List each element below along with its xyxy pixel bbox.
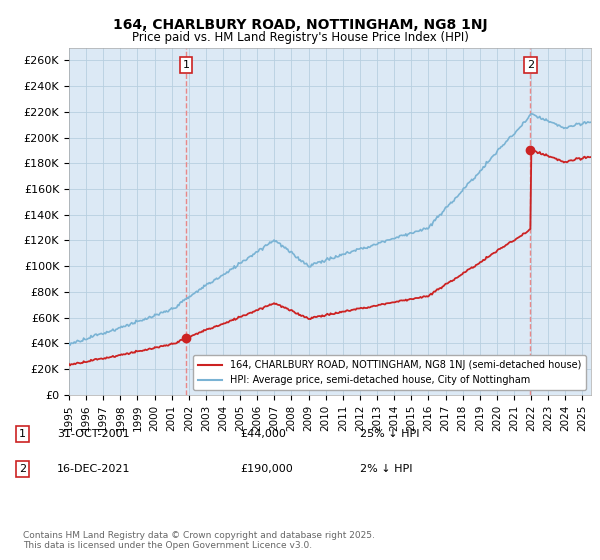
Text: 2: 2 [19, 464, 26, 474]
Text: 2: 2 [527, 60, 534, 70]
Text: Price paid vs. HM Land Registry's House Price Index (HPI): Price paid vs. HM Land Registry's House … [131, 31, 469, 44]
Text: 16-DEC-2021: 16-DEC-2021 [57, 464, 131, 474]
Text: 2% ↓ HPI: 2% ↓ HPI [360, 464, 413, 474]
Text: 1: 1 [182, 60, 190, 70]
Legend: 164, CHARLBURY ROAD, NOTTINGHAM, NG8 1NJ (semi-detached house), HPI: Average pri: 164, CHARLBURY ROAD, NOTTINGHAM, NG8 1NJ… [193, 356, 586, 390]
Text: £190,000: £190,000 [240, 464, 293, 474]
Text: £44,000: £44,000 [240, 429, 286, 439]
Text: 164, CHARLBURY ROAD, NOTTINGHAM, NG8 1NJ: 164, CHARLBURY ROAD, NOTTINGHAM, NG8 1NJ [113, 18, 487, 32]
Text: 1: 1 [19, 429, 26, 439]
Text: 31-OCT-2001: 31-OCT-2001 [57, 429, 130, 439]
Text: Contains HM Land Registry data © Crown copyright and database right 2025.
This d: Contains HM Land Registry data © Crown c… [23, 530, 374, 550]
Text: 25% ↓ HPI: 25% ↓ HPI [360, 429, 419, 439]
